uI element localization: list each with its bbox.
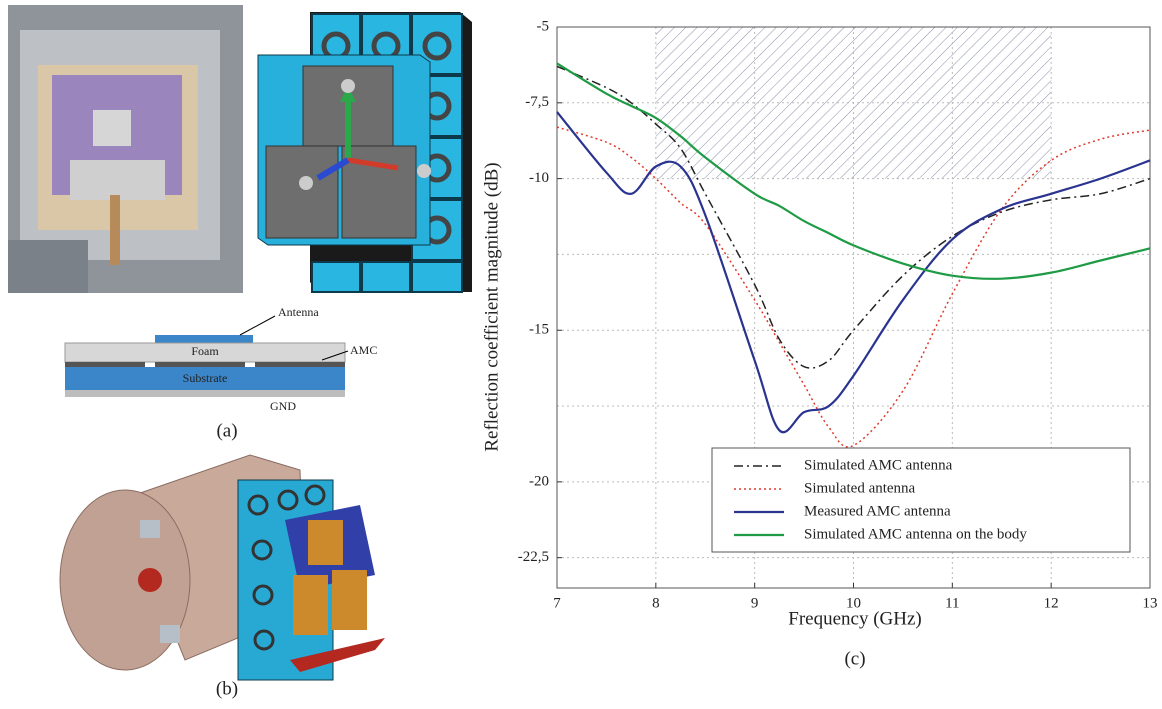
y-tick-label: -22,5 bbox=[518, 549, 549, 565]
x-axis-title: Frequency (GHz) bbox=[788, 608, 921, 629]
legend-label: Measured AMC antenna bbox=[804, 503, 951, 519]
prototype-photo bbox=[8, 5, 243, 293]
panel-label: (c) bbox=[844, 648, 865, 669]
y-tick-label: -20 bbox=[529, 473, 549, 489]
panel-label: (b) bbox=[216, 678, 238, 699]
x-tick-label: 7 bbox=[553, 595, 561, 611]
layer-label: Antenna bbox=[278, 305, 319, 319]
legend-label: Simulated AMC antenna on the body bbox=[804, 526, 1027, 542]
layer-label: AMC bbox=[350, 343, 377, 357]
amc-model bbox=[258, 12, 472, 292]
panel-label: (a) bbox=[216, 420, 237, 441]
y-tick-label: -10 bbox=[529, 170, 549, 186]
x-tick-label: 8 bbox=[652, 595, 660, 611]
y-tick-label: -7,5 bbox=[525, 94, 549, 110]
legend-label: Simulated AMC antenna bbox=[804, 457, 953, 473]
layer-label: Foam bbox=[191, 344, 219, 358]
y-tick-label: -5 bbox=[537, 18, 550, 34]
x-tick-label: 12 bbox=[1044, 595, 1059, 611]
y-tick-label: -15 bbox=[529, 322, 549, 338]
layer-label: Substrate bbox=[183, 371, 228, 385]
x-tick-label: 11 bbox=[945, 595, 959, 611]
legend-label: Simulated antenna bbox=[804, 480, 916, 496]
y-axis-title: Reflection coefficient magnitude (dB) bbox=[481, 162, 502, 451]
body-model bbox=[60, 455, 385, 680]
figure: Antenna Foam AMC Substrate GND (a) (b) F… bbox=[0, 0, 1162, 709]
layer-label: GND bbox=[270, 399, 296, 413]
cross-section: Antenna Foam AMC Substrate GND bbox=[65, 305, 377, 413]
x-tick-label: 9 bbox=[751, 595, 759, 611]
x-tick-label: 10 bbox=[846, 595, 861, 611]
x-tick-label: 13 bbox=[1143, 595, 1158, 611]
